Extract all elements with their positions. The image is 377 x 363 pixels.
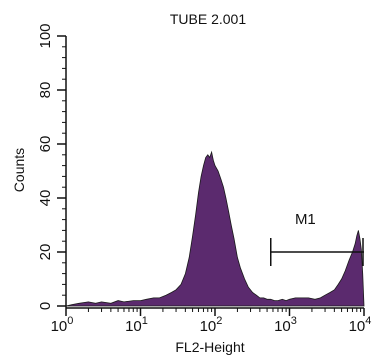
chart-title: TUBE 2.001 — [170, 11, 246, 27]
y-tick-label: 40 — [37, 190, 54, 207]
y-tick-label: 60 — [37, 136, 54, 153]
plot-area — [65, 150, 365, 307]
x-tick-label: 100 — [51, 315, 74, 335]
x-tick-label: 101 — [125, 315, 148, 335]
y-tick-label: 80 — [37, 82, 54, 99]
histogram-area — [65, 150, 365, 307]
y-tick-label: 20 — [37, 244, 54, 261]
y-axis-label: Counts — [11, 148, 27, 192]
x-tick-label: 102 — [200, 315, 223, 335]
axes: 0 20 40 60 80 100 100 101 102 103 104 — [37, 23, 371, 335]
y-tick-label: 0 — [37, 302, 54, 310]
x-tick-label: 103 — [274, 315, 297, 335]
marker-m1-label: M1 — [295, 211, 316, 228]
x-tick-label: 104 — [349, 315, 372, 335]
y-tick-label: 100 — [37, 23, 54, 48]
marker-region: M1 — [269, 211, 364, 266]
x-axis-label: FL2-Height — [175, 339, 244, 355]
